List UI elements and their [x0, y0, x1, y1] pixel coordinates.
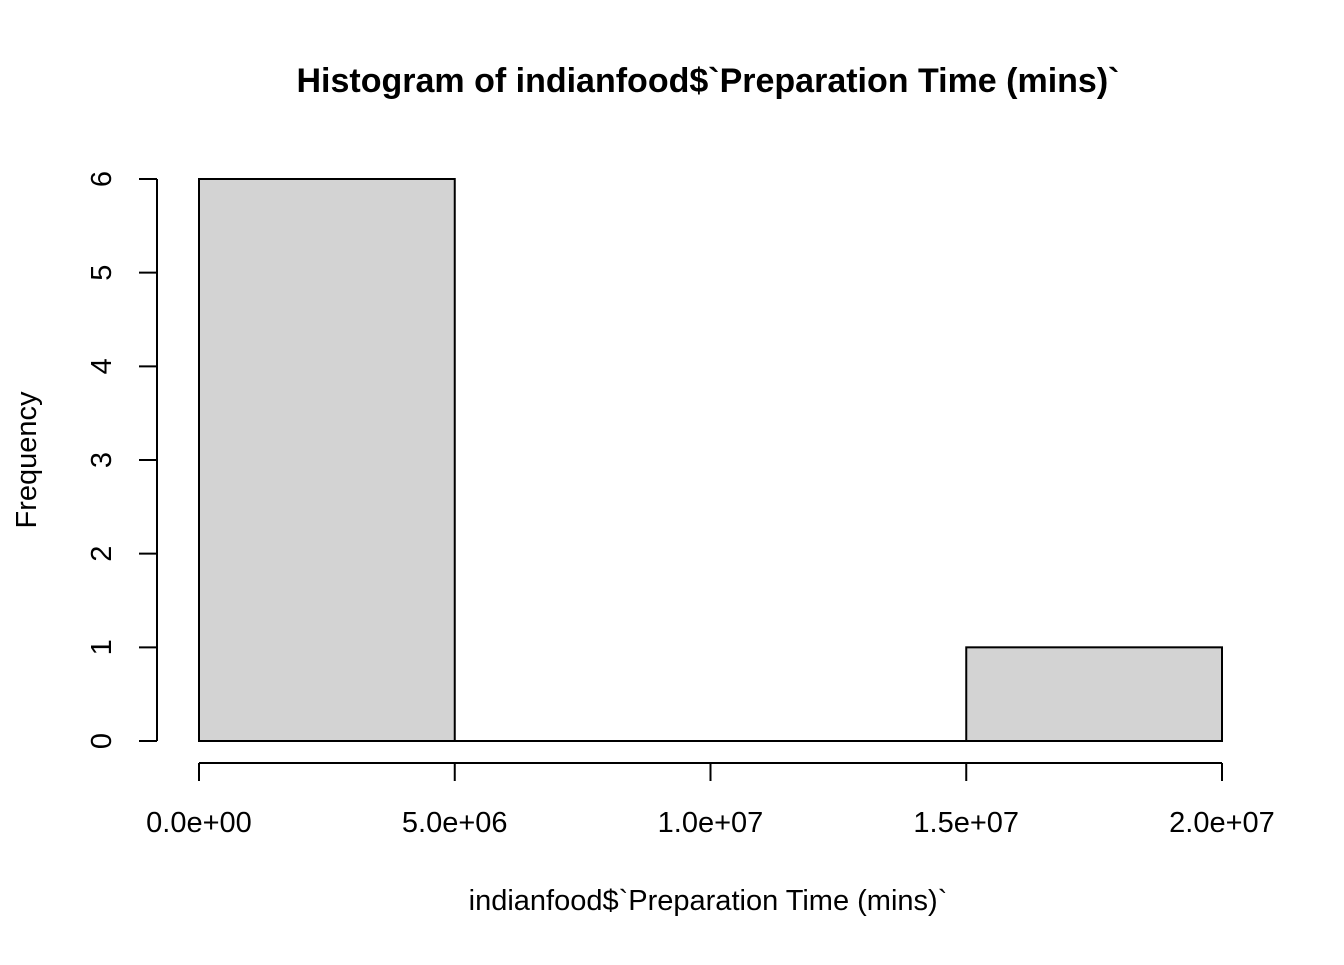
histogram-bar-3 — [965, 646, 1223, 742]
bars-group — [198, 178, 1223, 742]
y-tick-label-3: 3 — [86, 452, 118, 468]
x-tick-label-1: 5.0e+06 — [402, 807, 508, 839]
y-tick-label-0: 0 — [86, 733, 118, 749]
y-tick-label-2: 2 — [86, 546, 118, 562]
chart-title: Histogram of indianfood$`Preparation Tim… — [297, 62, 1120, 100]
x-tick-label-2: 1.0e+07 — [658, 807, 764, 839]
y-tick-label-5: 5 — [86, 265, 118, 281]
y-tick-label-1: 1 — [86, 639, 118, 655]
y-axis-title: Frequency — [11, 391, 43, 529]
y-tick-label-4: 4 — [86, 358, 118, 374]
y-tick-label-6: 6 — [86, 171, 118, 187]
x-axis-title: indianfood$`Preparation Time (mins)` — [469, 885, 948, 917]
histogram-bar-0 — [198, 178, 456, 742]
y-axis: 0 1 2 3 4 5 6 — [86, 171, 158, 749]
x-tick-label-4: 2.0e+07 — [1169, 807, 1275, 839]
x-axis: 0.0e+00 5.0e+06 1.0e+07 1.5e+07 2.0e+07 — [146, 762, 1275, 839]
x-tick-label-3: 1.5e+07 — [913, 807, 1019, 839]
x-tick-label-0: 0.0e+00 — [146, 807, 252, 839]
